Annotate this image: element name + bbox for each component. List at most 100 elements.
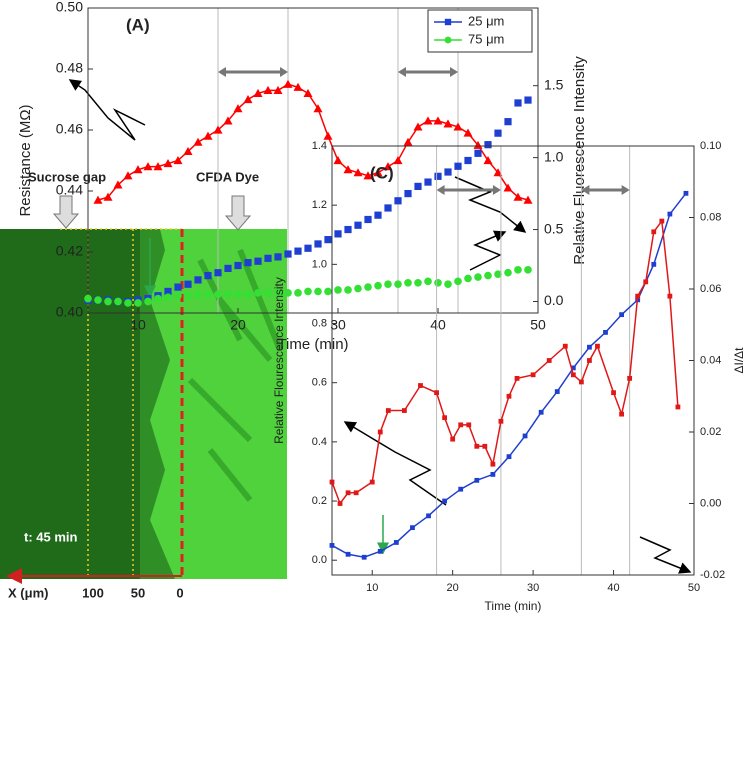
data-point	[570, 372, 576, 378]
y-tick-label: 1.4	[312, 140, 327, 152]
data-point	[414, 278, 422, 287]
data-point	[523, 195, 533, 204]
data-point	[374, 281, 382, 290]
series-line	[331, 192, 687, 559]
data-point	[244, 290, 252, 299]
data-point	[377, 548, 383, 554]
data-point	[334, 230, 342, 238]
data-point	[254, 289, 262, 297]
data-point	[369, 479, 375, 485]
x-axis-title: Time (min)	[277, 336, 348, 353]
data-point	[153, 162, 163, 171]
data-point	[424, 178, 432, 186]
data-point	[244, 259, 252, 267]
y-tick-label: 1.2	[312, 199, 327, 211]
x-tick-label: 30	[330, 317, 346, 333]
data-point	[173, 156, 183, 165]
y2-tick-label: 0.10	[700, 140, 721, 152]
data-point	[294, 247, 302, 255]
data-point	[538, 409, 544, 415]
data-point	[183, 146, 193, 155]
data-point	[444, 18, 452, 26]
data-point	[490, 461, 496, 467]
data-point	[377, 429, 383, 435]
data-point	[394, 280, 402, 289]
y2-tick-label: 0.06	[700, 283, 721, 295]
panel-label: (A)	[126, 15, 150, 34]
data-point	[414, 182, 422, 190]
data-point	[333, 156, 343, 165]
y-axis-title: Resistance (MΩ)	[17, 104, 34, 216]
data-point	[506, 454, 512, 460]
data-point	[643, 279, 649, 285]
data-point	[193, 137, 203, 146]
data-point	[522, 433, 528, 439]
data-point	[213, 125, 223, 134]
data-point	[283, 79, 293, 88]
data-point	[385, 408, 391, 413]
position-label: 100	[82, 585, 104, 600]
data-point	[294, 289, 302, 297]
data-point	[243, 95, 253, 104]
y-tick-label: 0.50	[56, 0, 83, 15]
data-point	[683, 190, 689, 196]
data-point	[203, 131, 213, 140]
data-point	[329, 543, 335, 548]
data-point	[403, 137, 413, 146]
data-point	[458, 486, 464, 492]
position-label: 0	[176, 585, 183, 600]
data-point	[214, 290, 222, 299]
data-point	[374, 211, 382, 219]
data-point	[466, 422, 472, 428]
data-point	[444, 36, 452, 44]
cell-texture	[187, 248, 283, 502]
y2-tick-label: 1.5	[544, 76, 564, 92]
data-point	[284, 250, 292, 258]
data-point	[224, 264, 232, 273]
data-point	[304, 244, 312, 252]
data-point	[364, 215, 372, 224]
legend-box	[427, 9, 533, 53]
data-point	[223, 116, 233, 125]
data-point	[94, 296, 102, 304]
interval-arrow-head	[218, 67, 288, 77]
data-point	[454, 277, 462, 286]
data-point	[113, 180, 123, 189]
data-point	[595, 343, 600, 349]
data-point	[503, 183, 513, 192]
data-point	[204, 271, 212, 280]
data-point	[570, 365, 576, 371]
data-point	[284, 289, 292, 297]
data-point	[506, 393, 512, 399]
data-point	[164, 287, 172, 296]
data-point	[651, 261, 657, 267]
data-point	[404, 189, 412, 198]
data-point	[675, 404, 681, 410]
data-point	[363, 171, 373, 180]
data-point	[184, 291, 192, 300]
data-point	[484, 271, 492, 280]
data-point	[494, 270, 502, 278]
data-point	[393, 156, 403, 165]
y2-tick-label: 0.00	[700, 497, 721, 509]
data-point	[103, 192, 113, 201]
data-point	[458, 422, 464, 428]
data-point	[233, 104, 243, 113]
x-tick-label: 50	[530, 317, 546, 333]
data-point	[254, 257, 262, 265]
data-point	[293, 82, 303, 91]
axis-label: X (μm)	[8, 585, 48, 600]
data-point	[303, 88, 313, 97]
data-point	[344, 225, 352, 234]
y2-tick-label: 0.04	[700, 354, 721, 366]
data-point	[444, 168, 452, 176]
data-point	[214, 269, 222, 277]
data-point	[329, 479, 335, 485]
series-line	[331, 219, 679, 506]
data-point	[343, 165, 353, 174]
data-point	[361, 554, 367, 560]
y-tick-label: 0.48	[56, 60, 83, 76]
data-point	[659, 218, 665, 224]
data-point	[154, 294, 162, 303]
data-point	[424, 277, 432, 286]
